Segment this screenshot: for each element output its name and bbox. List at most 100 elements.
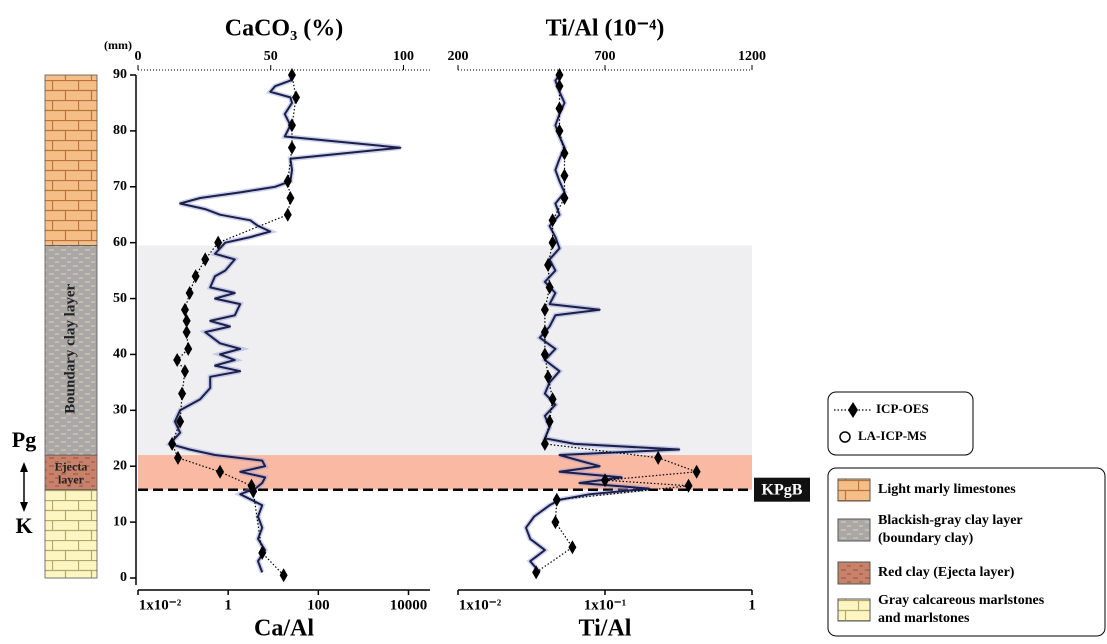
legend-label: Gray calcareous marlstones and marlstones xyxy=(878,593,1045,626)
diamond-marker xyxy=(544,258,553,273)
diamond-marker xyxy=(168,436,177,451)
diamond-marker xyxy=(180,364,189,379)
legend-label: Blackish-gray clay layer (boundary clay) xyxy=(878,513,1023,546)
x-axis-title: Ti/Al xyxy=(579,616,632,642)
y-tick-label: 30 xyxy=(113,403,127,418)
diamond-marker xyxy=(214,235,223,250)
boundary-label-box xyxy=(754,477,810,502)
diamond-marker xyxy=(560,190,569,205)
pg-k-arrow xyxy=(20,462,28,512)
diamond-marker xyxy=(544,369,553,384)
diamond-marker xyxy=(182,325,191,340)
legend-label: ICP-OES xyxy=(876,401,929,416)
diamond-marker xyxy=(654,450,663,465)
diamond-marker xyxy=(287,118,296,133)
legend-diamond xyxy=(848,402,858,418)
diamond-marker xyxy=(247,478,256,493)
lithology-legend-box xyxy=(827,467,1106,637)
diamond-marker xyxy=(540,302,549,317)
diamond-marker xyxy=(279,568,288,583)
diamond-marker xyxy=(216,464,225,479)
diamond-marker xyxy=(532,565,541,580)
y-tick-label: 70 xyxy=(113,179,127,194)
column-layer xyxy=(44,245,98,456)
series-line xyxy=(525,74,681,574)
diamond-marker xyxy=(184,341,193,356)
bottom-tick-label: 1 xyxy=(748,597,756,613)
y-tick-label: 90 xyxy=(113,67,127,82)
diamond-marker xyxy=(692,464,701,479)
diamond-marker xyxy=(178,386,187,401)
diamond-marker xyxy=(555,68,564,82)
diamond-marker xyxy=(173,450,182,465)
diamond-marker xyxy=(283,207,292,222)
bottom-tick-label: 1x10⁻² xyxy=(459,597,502,613)
diamond-marker xyxy=(548,213,557,228)
diamond-marker xyxy=(258,545,267,560)
diamond-marker xyxy=(548,392,557,407)
diamond-marker xyxy=(191,269,200,284)
diamond-marker xyxy=(540,436,549,451)
diamond-marker xyxy=(601,473,609,488)
diamond-marker xyxy=(283,174,292,189)
legend-label-line: Light marly limestones xyxy=(878,482,1016,497)
y-tick-label: 20 xyxy=(113,458,127,473)
top-tick-label: 200 xyxy=(448,49,469,64)
legend-label-line: Red clay (Ejecta layer) xyxy=(878,565,1015,580)
top-tick-label: 50 xyxy=(264,49,278,64)
legend-label-line: and marlstones xyxy=(878,611,970,626)
y-tick-label: 0 xyxy=(120,570,127,585)
diamond-marker xyxy=(568,540,577,555)
era-label: K xyxy=(15,513,32,538)
diamond-marker xyxy=(548,235,557,250)
diamond-marker xyxy=(551,515,560,530)
diamond-marker xyxy=(560,168,569,183)
legend-label-line: Blackish-gray clay layer xyxy=(878,513,1023,528)
y-tick-label: 80 xyxy=(113,123,127,138)
top-tick-label: 700 xyxy=(595,49,616,64)
era-label: Pg xyxy=(12,427,36,452)
diamond-marker xyxy=(176,414,185,429)
legend-swatch xyxy=(837,518,871,542)
top-axis-title: Ti/Al (10⁻⁴) xyxy=(546,16,665,42)
series-line xyxy=(168,74,402,573)
column-layer xyxy=(44,454,98,491)
diamond-marker xyxy=(540,325,549,340)
x-axis-title: Ca/Al xyxy=(254,616,314,642)
diamond-marker xyxy=(182,313,191,328)
diamond-marker xyxy=(545,280,554,295)
column-label: Ejecta layer xyxy=(55,459,88,486)
column-layer xyxy=(44,74,98,246)
y-tick-label: 60 xyxy=(113,235,127,250)
top-tick-label: 1200 xyxy=(738,49,766,64)
legend-circle xyxy=(839,431,851,443)
diamond-marker xyxy=(286,190,295,205)
diamond-marker xyxy=(555,79,564,94)
diamond-marker xyxy=(540,347,549,362)
y-tick-label: 40 xyxy=(113,347,127,362)
column-label-line: layer xyxy=(58,472,85,486)
top-axis-title: CaCO₃ (%) xyxy=(225,16,344,42)
legend-label: LA-ICP-MS xyxy=(858,428,927,443)
top-tick-label: 0 xyxy=(135,49,142,64)
legend-swatch xyxy=(837,478,871,502)
diamond-marker xyxy=(287,140,296,155)
bottom-tick-label: 1x10⁻² xyxy=(139,597,182,613)
y-tick-label: 10 xyxy=(113,514,127,529)
legend-label-line: Gray calcareous marlstones xyxy=(878,593,1045,608)
bottom-tick-label: 1 xyxy=(224,597,232,613)
diamond-marker xyxy=(555,101,564,116)
diamond-marker xyxy=(287,68,296,82)
series-line xyxy=(535,75,697,573)
y-axis-label: (mm) xyxy=(104,38,132,52)
top-tick-label: 100 xyxy=(393,49,414,64)
diamond-marker xyxy=(555,123,564,138)
boundary-label: KPgB xyxy=(762,481,803,498)
depth-band xyxy=(138,245,752,456)
bottom-tick-label: 10000 xyxy=(390,597,428,613)
diamond-marker xyxy=(684,478,693,493)
legend-label: Light marly limestones xyxy=(878,482,1016,497)
legend-box xyxy=(827,391,974,456)
legend-label: Red clay (Ejecta layer) xyxy=(878,565,1015,580)
column-label-line: Ejecta xyxy=(55,459,88,473)
